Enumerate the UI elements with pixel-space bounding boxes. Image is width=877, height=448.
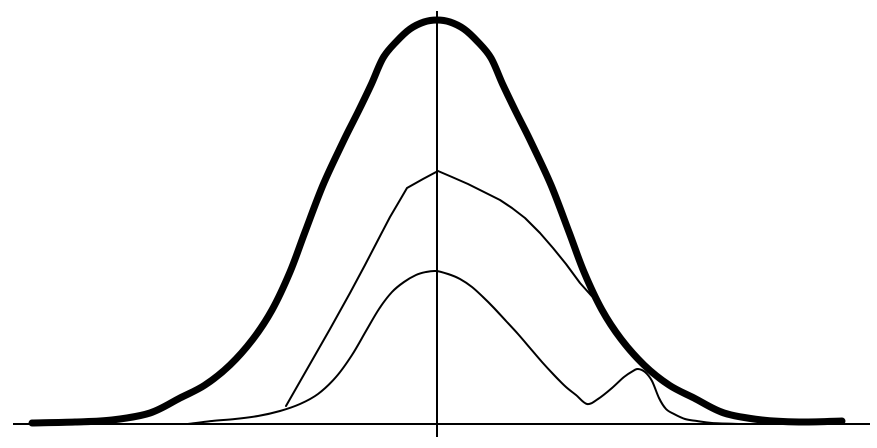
component-small-with-bump-curve: [187, 269, 741, 425]
mixture-total-thick-curve: [28, 16, 846, 427]
